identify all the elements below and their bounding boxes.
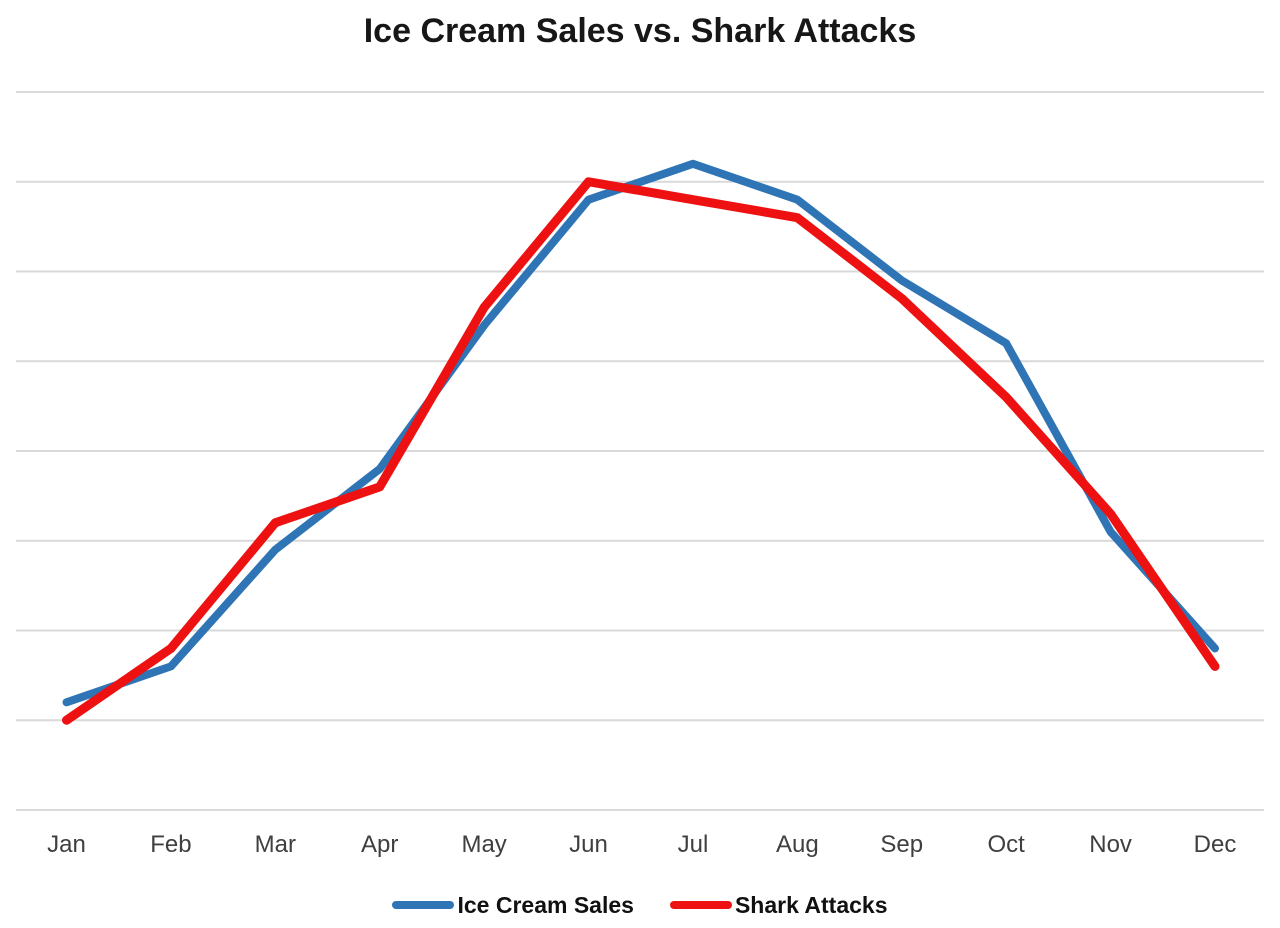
x-tick-label-aug: Aug (776, 831, 819, 858)
x-tick-label-dec: Dec (1193, 831, 1237, 858)
x-tick-label-jan: Jan (47, 831, 86, 858)
legend-item-shark-attacks: Shark Attacks (669, 891, 888, 919)
x-tick-label-may: May (461, 831, 507, 858)
x-tick-label-jun: Jun (569, 831, 608, 858)
x-tick-label-sep: Sep (880, 831, 924, 858)
legend-label-ice-cream-sales: Ice Cream Sales (457, 891, 634, 918)
x-tick-label-jul: Jul (677, 831, 709, 858)
x-tick-label-feb: Feb (150, 831, 192, 858)
legend-marker-shark-attacks (669, 901, 732, 909)
series-line-shark-attacks (62, 177, 1220, 725)
legend-label-shark-attacks: Shark Attacks (734, 891, 888, 918)
legend: Ice Cream Sales Shark Attacks (0, 888, 1280, 922)
x-axis: Jan Feb Mar Apr May Jun Jul Aug Sep Oct Nov Dec (0, 831, 1280, 864)
x-tick-label-nov: Nov (1089, 831, 1132, 858)
legend-item-ice-cream-sales: Ice Cream Sales (392, 891, 634, 919)
x-tick-label-mar: Mar (254, 831, 296, 858)
x-tick-label-oct: Oct (987, 831, 1025, 858)
chart-title: Ice Cream Sales vs. Shark Attacks (363, 12, 917, 50)
x-tick-label-apr: Apr (361, 831, 399, 858)
series-line-ice-cream-sales (62, 159, 1219, 707)
legend-marker-ice-cream-sales (392, 901, 455, 909)
